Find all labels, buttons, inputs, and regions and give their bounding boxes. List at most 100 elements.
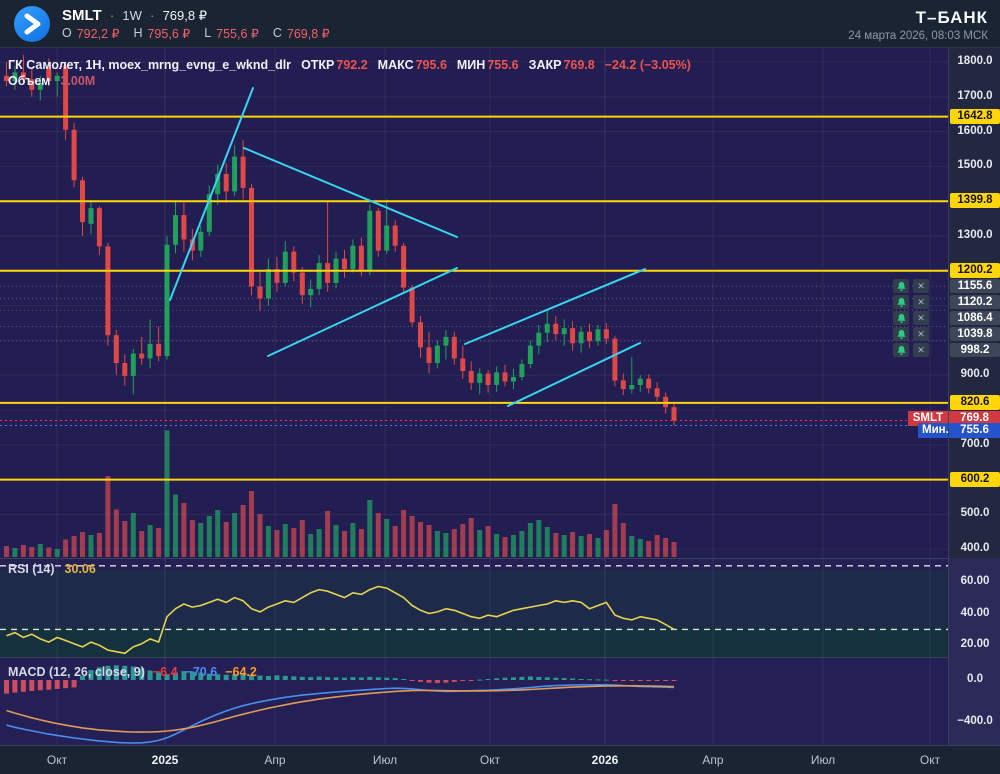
candle-body [46, 68, 52, 82]
candle-body [206, 194, 212, 232]
macd-histogram-bar [350, 677, 356, 680]
volume-bar [37, 544, 43, 557]
candle-body [426, 347, 432, 364]
candle-body [612, 338, 618, 381]
macd-histogram-bar [54, 680, 60, 689]
time-tick-year: 2026 [591, 753, 619, 767]
alert-bell-button[interactable] [893, 311, 909, 326]
close-icon: ✕ [917, 312, 925, 323]
rising-trendline-2[interactable] [267, 267, 458, 357]
channel-lower-line[interactable] [507, 342, 641, 407]
panel-separator[interactable] [0, 558, 948, 559]
volume-bar [105, 476, 111, 557]
candle-body [527, 345, 533, 364]
alert-price-label: 998.2 [950, 343, 1000, 358]
volume-bar [367, 500, 373, 557]
volume-legend: Объем 3.00М [8, 74, 95, 88]
high-value: 795.6 [415, 58, 447, 72]
volume-bar [299, 520, 305, 557]
alert-remove-button[interactable]: ✕ [913, 343, 929, 358]
rising-trendline-1[interactable] [169, 87, 254, 301]
macd-histogram-bar [570, 678, 576, 680]
price-panel-background [0, 48, 948, 558]
macd-histogram-bar [265, 676, 271, 680]
volume-label: Объем [8, 74, 51, 88]
series-title: ГК Самолет, 1Н, moex_mrng_evng_e_wknd_dl… [8, 58, 292, 72]
alert-remove-button[interactable]: ✕ [913, 295, 929, 310]
macd-legend: MACD (12, 26, close, 9) −6.4 −70.6 −64.2 [8, 665, 257, 679]
price-tick: 900.0 [960, 368, 990, 381]
alert-bell-icon [896, 313, 906, 323]
candle-body [147, 343, 153, 359]
volume-bar [502, 537, 508, 557]
volume-bar [206, 516, 212, 557]
macd-histogram-bar [257, 675, 263, 680]
interval-label[interactable]: 1W [122, 8, 142, 23]
alert-remove-button[interactable]: ✕ [913, 311, 929, 326]
candle-body [37, 82, 43, 90]
macd-signal-line [6, 684, 675, 733]
alert-bell-button[interactable] [893, 343, 909, 358]
rsi-value: 30.06 [64, 562, 96, 576]
price-axis[interactable]: SMLT 769.8 Мин. 755.6 1800.0 1700.0 1600.0… [908, 0, 1000, 774]
time-tick-month: Окт [919, 753, 941, 767]
ohlc-row: O 792,2 ₽ H 795,6 ₽ L 755,6 ₽ C 769,8 ₽ [62, 26, 330, 41]
macd-histogram-bar [536, 676, 542, 680]
price-tick: 400.0 [960, 542, 990, 555]
macd-histogram-bar [468, 680, 474, 681]
candle-body [265, 269, 271, 299]
candle-body [299, 272, 305, 296]
candle-body [460, 358, 466, 371]
volume-bar [511, 535, 516, 557]
volume-bar [249, 491, 254, 557]
alert-row: ✕ [893, 279, 929, 294]
volume-bar [46, 547, 52, 557]
falling-trendline[interactable] [243, 147, 458, 238]
volume-bar [20, 545, 26, 557]
close-icon: ✕ [917, 280, 925, 291]
ohlc-c-label: C [272, 26, 282, 40]
candle-body [130, 353, 136, 376]
macd-histogram-bar [80, 675, 85, 680]
alert-bell-button[interactable] [893, 279, 909, 294]
macd-line [6, 683, 675, 744]
macd-histogram-bar [527, 676, 533, 680]
candle-body [325, 263, 331, 283]
volume-bar [308, 534, 314, 557]
time-axis[interactable]: Окт 2025 Апр Июл Окт 2026 Апр Июл Окт [0, 745, 1000, 774]
volume-bar [527, 523, 533, 557]
channel-upper-line[interactable] [464, 268, 646, 345]
macd-histogram-bar [29, 680, 35, 691]
time-tick-month: Апр [264, 753, 286, 767]
macd-histogram-bar [511, 677, 516, 680]
change-value: −24.2 (−3.05%) [604, 58, 691, 72]
tbank-invest-logo[interactable] [14, 6, 50, 42]
candle-body [164, 244, 170, 357]
symbol-label[interactable]: SMLT [62, 7, 102, 24]
alert-bell-button[interactable] [893, 327, 909, 342]
macd-histogram-bar [561, 678, 567, 680]
macd-line-value: −70.6 [185, 665, 218, 679]
arrow-chevron-icon [24, 13, 41, 35]
candle-body [4, 75, 9, 81]
volume-bar [460, 524, 466, 557]
volume-bar [612, 504, 618, 557]
chart-canvas[interactable]: ГК Самолет, 1Н, moex_mrng_evng_e_wknd_dl… [0, 0, 948, 745]
macd-histogram-bar [553, 677, 559, 680]
close-icon: ✕ [917, 344, 925, 355]
panel-separator[interactable] [0, 657, 948, 658]
candle-body [553, 323, 559, 335]
alert-remove-button[interactable]: ✕ [913, 279, 929, 294]
alert-bell-button[interactable] [893, 295, 909, 310]
candle-body [173, 215, 178, 245]
macd-histogram-bar [603, 679, 609, 681]
alert-remove-button[interactable]: ✕ [913, 327, 929, 342]
macd-histogram-bar [629, 680, 635, 681]
alert-row: ✕ [893, 295, 929, 310]
candle-body [595, 329, 601, 342]
candle-body [477, 373, 483, 383]
level-price-label: 600.2 [950, 471, 1000, 487]
volume-bar [291, 528, 297, 557]
macd-histogram-bar [333, 677, 339, 680]
